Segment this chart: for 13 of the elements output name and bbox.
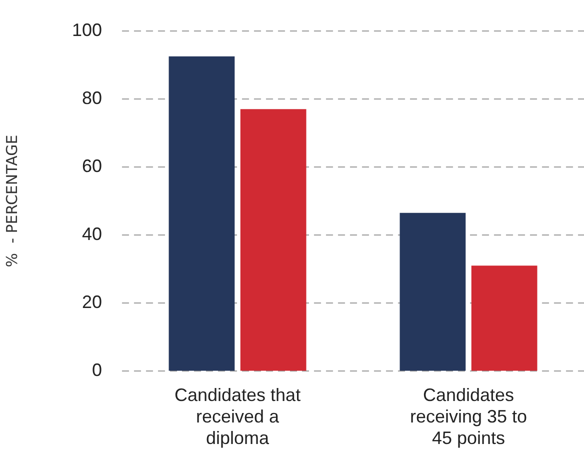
x-tick-label: Candidates receiving 35 to 45 points: [410, 384, 528, 448]
x-tick-label: Candidates that received a diploma: [174, 384, 301, 448]
bar: [168, 56, 235, 371]
y-tick-label: 80: [82, 88, 102, 108]
y-tick-label: 100: [72, 20, 102, 40]
y-tick-label: 20: [82, 292, 102, 312]
bar: [471, 266, 538, 371]
y-tick-label: 0: [92, 360, 102, 380]
bar: [240, 109, 306, 371]
y-axis-title: % - PERCENTAGE: [2, 134, 21, 268]
y-tick-label: 40: [82, 224, 102, 244]
bar: [400, 212, 466, 371]
y-tick-label: 60: [82, 156, 102, 176]
